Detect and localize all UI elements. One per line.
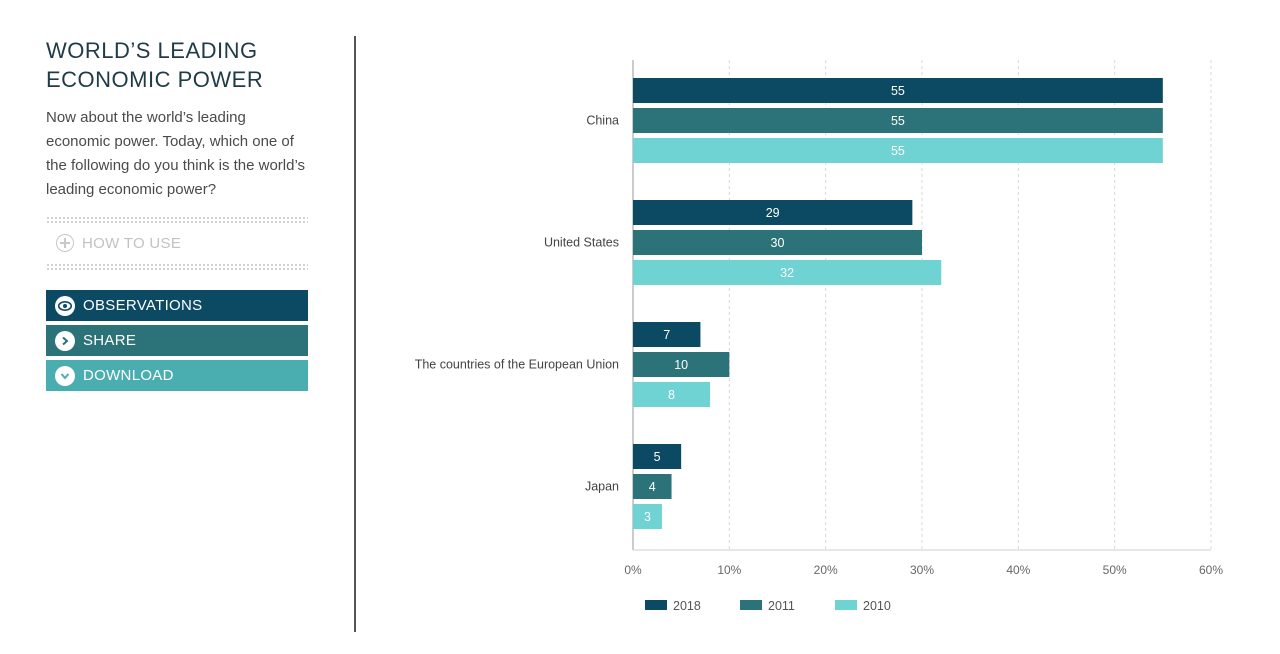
x-tick-label: 50% <box>1103 563 1127 577</box>
category-label: Japan <box>585 480 619 494</box>
data-label: 32 <box>780 266 794 280</box>
bar-2011 <box>633 230 922 255</box>
page-title: WORLD’S LEADING ECONOMIC POWER <box>46 36 308 94</box>
dotted-divider <box>46 216 308 223</box>
data-label: 5 <box>654 450 661 464</box>
bar-2018 <box>633 78 1163 103</box>
bar-2011 <box>633 352 730 377</box>
bar-2010 <box>633 504 662 529</box>
chevron-right-icon <box>55 330 75 351</box>
vertical-divider <box>354 36 356 632</box>
legend-swatch-2011 <box>740 600 762 610</box>
share-button[interactable]: SHARE <box>46 325 308 356</box>
x-tick-label: 10% <box>717 563 741 577</box>
share-label: SHARE <box>83 332 137 349</box>
info-panel: WORLD’S LEADING ECONOMIC POWER Now about… <box>46 36 308 391</box>
question-text: Now about the world’s leading economic p… <box>46 109 306 198</box>
x-tick-label: 30% <box>910 563 934 577</box>
data-label: 30 <box>771 236 785 250</box>
bar-2010 <box>633 382 711 407</box>
download-label: DOWNLOAD <box>83 367 174 384</box>
data-label: 8 <box>668 388 675 402</box>
bar-2011 <box>633 474 672 499</box>
data-label: 29 <box>766 206 780 220</box>
data-label: 10 <box>674 358 688 372</box>
bar-chart: 0% 10% 20% 30% 40% 50% 60% China 55 55 55 United St… <box>415 60 1223 613</box>
legend-label: 2010 <box>863 599 891 613</box>
x-tick-label: 0% <box>624 563 642 577</box>
download-button[interactable]: DOWNLOAD <box>46 360 308 391</box>
legend-label: 2018 <box>673 599 701 613</box>
how-to-use-label: HOW TO USE <box>82 234 182 252</box>
data-label: 4 <box>649 480 656 494</box>
data-label: 3 <box>644 510 651 524</box>
bar-2018 <box>633 444 682 469</box>
title-line-2: ECONOMIC POWER <box>46 67 264 92</box>
data-label: 7 <box>663 328 670 342</box>
observations-label: OBSERVATIONS <box>83 297 203 314</box>
bar-2010 <box>633 138 1163 163</box>
bar-2018 <box>633 322 701 347</box>
category-label: China <box>586 114 619 128</box>
plus-circle-icon <box>56 234 74 252</box>
legend-swatch-2010 <box>835 600 857 610</box>
legend-label: 2011 <box>768 599 795 613</box>
legend-swatch-2018 <box>645 600 667 610</box>
dotted-divider <box>46 263 308 270</box>
eye-icon <box>55 295 75 316</box>
bar-2010 <box>633 260 942 285</box>
x-tick-label: 20% <box>814 563 838 577</box>
bar-2011 <box>633 108 1163 133</box>
data-label: 55 <box>891 144 905 158</box>
data-label: 55 <box>891 84 905 98</box>
category-label: The countries of the European Union <box>415 358 619 372</box>
data-label: 55 <box>891 114 905 128</box>
x-tick-label: 60% <box>1199 563 1223 577</box>
how-to-use-toggle[interactable]: HOW TO USE <box>56 223 308 263</box>
title-line-1: WORLD’S LEADING <box>46 38 258 63</box>
bar-2018 <box>633 200 913 225</box>
category-label: United States <box>544 236 619 250</box>
x-tick-label: 40% <box>1006 563 1030 577</box>
observations-button[interactable]: OBSERVATIONS <box>46 290 308 321</box>
chevron-down-icon <box>55 365 75 386</box>
